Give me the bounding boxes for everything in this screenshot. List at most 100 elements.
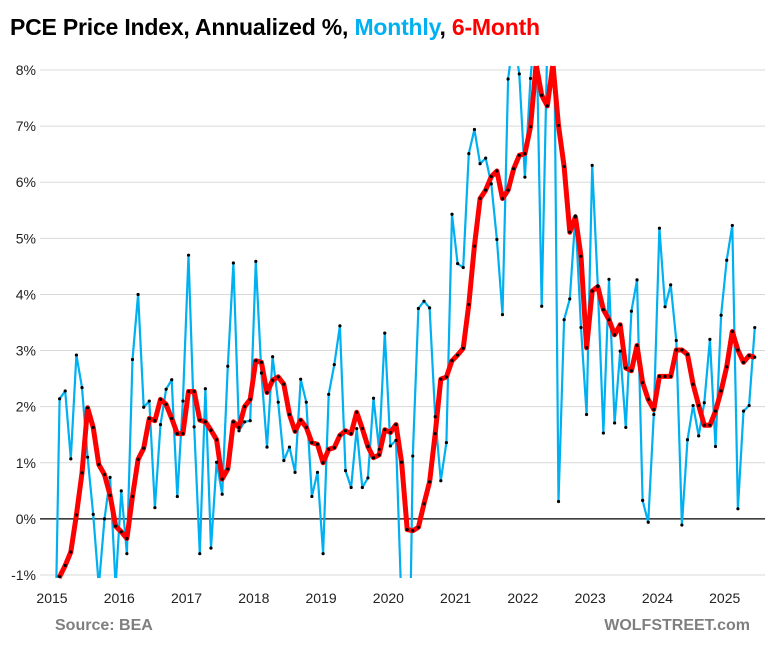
- monthly-point: [584, 412, 589, 417]
- monthly-point: [725, 258, 729, 262]
- six-month-point: [685, 352, 690, 357]
- x-tick-label: 2021: [440, 590, 471, 606]
- monthly-point: [613, 421, 617, 425]
- chart-title: PCE Price Index, Annualized %, Monthly, …: [10, 14, 540, 41]
- monthly-point: [478, 162, 482, 166]
- six-month-point: [613, 333, 617, 337]
- monthly-point: [74, 353, 79, 357]
- monthly-point: [259, 371, 264, 375]
- monthly-point: [730, 223, 734, 228]
- monthly-point: [209, 546, 213, 550]
- monthly-point: [299, 377, 303, 381]
- monthly-point: [338, 324, 342, 328]
- six-month-point: [310, 440, 314, 445]
- y-tick-label: 5%: [16, 230, 36, 246]
- six-month-point: [669, 374, 673, 378]
- monthly-point: [528, 76, 533, 81]
- six-month-point: [338, 433, 342, 437]
- six-month-point: [259, 360, 264, 364]
- monthly-point: [63, 389, 67, 393]
- six-month-point: [181, 432, 185, 436]
- monthly-point: [220, 492, 224, 496]
- monthly-point: [590, 163, 594, 167]
- six-month-series-line: [56, 65, 539, 580]
- six-month-point: [74, 513, 79, 517]
- monthly-point: [713, 444, 718, 449]
- six-month-point: [248, 397, 252, 401]
- monthly-point: [80, 385, 84, 390]
- monthly-point: [315, 470, 320, 474]
- six-month-point: [624, 366, 628, 370]
- monthly-point: [517, 72, 521, 76]
- six-month-point: [321, 461, 325, 465]
- six-month-point: [680, 348, 684, 352]
- y-axis-ticks: -1% 0% 1% 2% 3% 4% 5% 6% 7% 8%: [11, 62, 36, 583]
- y-tick-label: 3%: [16, 343, 36, 359]
- six-month-point: [719, 389, 723, 393]
- monthly-point: [741, 409, 746, 413]
- monthly-point: [69, 457, 73, 461]
- monthly-point: [293, 470, 297, 474]
- monthly-point: [360, 485, 364, 490]
- monthly-point: [484, 156, 488, 160]
- monthly-point: [579, 325, 583, 330]
- monthly-series-line: [115, 254, 402, 579]
- six-month-point: [158, 397, 163, 401]
- monthly-point: [175, 494, 179, 499]
- six-month-point: [456, 353, 460, 357]
- monthly-point: [708, 337, 712, 341]
- six-month-point: [478, 196, 482, 201]
- monthly-point: [652, 412, 656, 417]
- monthly-point: [343, 469, 348, 473]
- six-month-point: [136, 457, 140, 462]
- six-month-point: [416, 525, 420, 529]
- monthly-point: [130, 357, 135, 362]
- monthly-point: [629, 309, 634, 313]
- monthly-point: [254, 259, 258, 263]
- six-month-point: [601, 307, 605, 312]
- six-month-point: [702, 423, 706, 427]
- monthly-point: [371, 396, 376, 400]
- monthly-point: [422, 299, 426, 303]
- six-month-point: [153, 419, 157, 423]
- monthly-point: [86, 455, 90, 459]
- six-month-point: [422, 502, 426, 506]
- six-month-point: [411, 529, 415, 533]
- six-month-point: [517, 153, 521, 157]
- x-tick-label: 2018: [238, 590, 269, 606]
- x-tick-label: 2025: [709, 590, 740, 606]
- six-month-point: [708, 423, 712, 427]
- y-tick-label: 0%: [16, 511, 36, 527]
- x-tick-label: 2016: [104, 590, 135, 606]
- monthly-point: [304, 400, 308, 404]
- six-month-point: [461, 346, 465, 350]
- six-month-point: [237, 425, 241, 430]
- title-sep: ,: [439, 14, 452, 40]
- monthly-point: [674, 338, 678, 343]
- monthly-point: [444, 440, 449, 445]
- six-month-point: [590, 289, 594, 293]
- six-month-point: [439, 377, 443, 381]
- six-month-point: [231, 420, 235, 424]
- six-month-point: [691, 382, 695, 386]
- monthly-point: [540, 304, 544, 308]
- monthly-point: [58, 397, 62, 401]
- monthly-point: [416, 306, 420, 311]
- six-month-point: [607, 318, 611, 322]
- monthly-point: [321, 552, 325, 556]
- six-month-point: [635, 343, 639, 348]
- six-month-point: [366, 444, 370, 449]
- monthly-point: [327, 392, 331, 396]
- six-month-point: [69, 550, 73, 554]
- six-month-point: [444, 375, 449, 379]
- title-six-month: 6-Month: [451, 14, 540, 40]
- monthly-point: [394, 438, 398, 442]
- six-month-point: [495, 169, 499, 173]
- brand-label: WOLFSTREET.com: [604, 617, 750, 634]
- six-month-point: [399, 460, 404, 464]
- monthly-point: [186, 253, 191, 257]
- monthly-point: [377, 447, 381, 451]
- monthly-point: [562, 318, 566, 322]
- six-month-point: [725, 365, 729, 369]
- monthly-point: [310, 494, 314, 499]
